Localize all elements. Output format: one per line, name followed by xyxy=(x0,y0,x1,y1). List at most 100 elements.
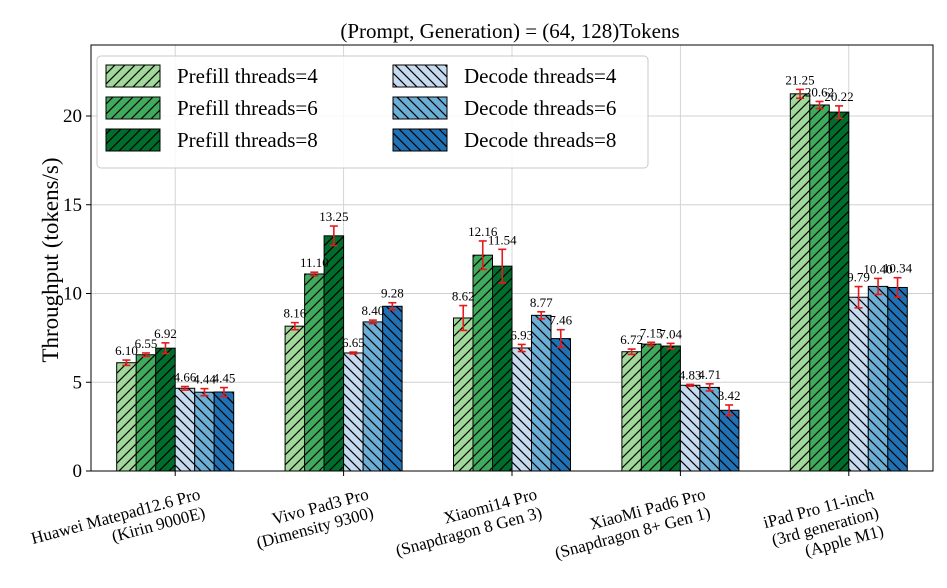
error-bar xyxy=(310,271,319,277)
bar-decode-threads-4-1 xyxy=(174,387,196,472)
bar-hatch xyxy=(887,286,908,472)
bar-hatch xyxy=(453,317,474,472)
value-label: 6.65 xyxy=(342,335,365,350)
error-bar xyxy=(854,285,863,309)
bar-prefill-threads-8-3 xyxy=(492,265,513,472)
bar-hatch xyxy=(382,305,403,472)
value-label: 8.77 xyxy=(530,295,553,310)
value-label: 21.25 xyxy=(785,72,814,87)
plot-frame xyxy=(90,44,934,472)
error-bar xyxy=(874,277,883,296)
bar-prefill-threads-4-4 xyxy=(621,351,642,472)
bar-decode-threads-8-2 xyxy=(382,305,403,472)
bar-hatch xyxy=(789,93,811,472)
bar-hatch xyxy=(472,254,493,472)
bar-prefill-threads-6-2 xyxy=(304,273,325,472)
legend-entry-prefill-threads-6: Prefill threads=6 xyxy=(105,96,318,120)
value-label: 11.10 xyxy=(300,255,329,270)
legend-entry-prefill-threads-4: Prefill threads=4 xyxy=(105,64,318,88)
bar-hatch xyxy=(213,391,235,472)
error-bars xyxy=(122,88,902,417)
y-tick-label: 20 xyxy=(63,106,82,127)
value-label: 4.71 xyxy=(698,367,721,382)
legend-swatch-hatch xyxy=(392,128,448,152)
chart-title: (Prompt, Generation) = (64, 128)Tokens xyxy=(340,19,679,43)
y-tick-label: 0 xyxy=(73,461,83,482)
error-bar xyxy=(556,328,565,349)
value-labels: 6.10 8.16 8.62 6.72 21.25 6.55 11.10 12.16 7.15 2… xyxy=(115,72,913,403)
bar-prefill-threads-8-4 xyxy=(660,345,681,472)
bar-prefill-threads-6-3 xyxy=(472,254,493,472)
error-bar xyxy=(459,304,468,332)
error-bar xyxy=(666,342,675,350)
legend-swatch-hatch xyxy=(105,128,161,152)
error-bar xyxy=(290,321,299,331)
legend-entry-decode-threads-4: Decode threads=4 xyxy=(392,64,617,88)
bar-hatch xyxy=(511,347,532,472)
value-label: 7.04 xyxy=(659,326,682,341)
value-label: 20.62 xyxy=(805,84,834,99)
bar-decode-threads-6-4 xyxy=(699,386,720,472)
error-bar xyxy=(627,348,636,356)
bar-hatch xyxy=(550,338,571,472)
error-bar xyxy=(893,276,902,299)
bar-hatch xyxy=(699,386,720,472)
bar-hatch xyxy=(343,352,364,472)
bar-prefill-threads-4-2 xyxy=(284,325,306,472)
bar-hatch xyxy=(155,347,176,472)
legend-label: Decode threads=8 xyxy=(464,128,616,152)
category-label: Huawei Matepad12.6 Pro(Kirin 9000E) xyxy=(29,485,207,548)
legend-label: Decode threads=4 xyxy=(464,64,617,88)
legend-label: Prefill threads=4 xyxy=(177,64,318,88)
bar-hatch xyxy=(867,285,889,472)
value-label: 8.16 xyxy=(283,306,306,321)
value-label: 6.10 xyxy=(115,343,138,358)
bar-hatch xyxy=(848,296,869,472)
error-bar xyxy=(200,387,209,397)
error-bar xyxy=(122,359,131,367)
value-label: 4.66 xyxy=(174,370,197,385)
bar-prefill-threads-6-1 xyxy=(135,354,157,472)
bar-prefill-threads-4-5 xyxy=(789,93,811,472)
bar-hatch xyxy=(174,387,196,472)
legend-entry-decode-threads-6: Decode threads=6 xyxy=(392,96,616,120)
value-label: 9.79 xyxy=(847,270,870,285)
error-bar xyxy=(835,105,844,120)
value-label: 12.16 xyxy=(468,224,498,239)
error-bar xyxy=(498,248,507,284)
bar-decode-threads-6-2 xyxy=(362,321,384,472)
bar-decode-threads-8-1 xyxy=(213,391,235,472)
legend: Prefill threads=4 Prefill threads=6 Prefil… xyxy=(96,55,649,169)
value-label: 9.28 xyxy=(381,286,404,301)
bar-hatch xyxy=(135,354,157,472)
error-bar xyxy=(725,404,734,417)
value-label: 6.55 xyxy=(135,336,158,351)
error-bar xyxy=(517,343,526,353)
legend-label: Prefill threads=6 xyxy=(177,96,318,120)
bar-hatch xyxy=(718,409,740,472)
bar-decode-threads-6-5 xyxy=(867,285,889,472)
category-label: XiaoMi Pad6 Pro(Snapdragon 8+ Gen 1) xyxy=(553,485,713,563)
value-label: 3.42 xyxy=(718,388,741,403)
bar-hatch xyxy=(531,314,552,472)
value-label: 6.92 xyxy=(154,326,177,341)
bar-hatch xyxy=(304,273,325,472)
bar-hatch xyxy=(492,265,513,472)
bars xyxy=(116,93,908,472)
bar-hatch xyxy=(362,321,384,472)
y-ticks: 0 5 10 15 20 xyxy=(63,106,91,482)
value-label: 11.54 xyxy=(488,232,517,247)
category-label: Vivo Pad3 Pro(Dimensity 9300) xyxy=(254,485,375,553)
value-label: 7.46 xyxy=(549,313,572,328)
bar-hatch xyxy=(660,345,681,472)
error-bar xyxy=(388,301,397,311)
bar-hatch xyxy=(828,111,850,472)
bar-decode-threads-4-3 xyxy=(511,347,532,472)
value-label: 7.15 xyxy=(640,325,663,340)
value-label: 8.62 xyxy=(452,289,475,304)
legend-swatch-hatch xyxy=(105,64,161,88)
error-bar xyxy=(180,385,189,391)
legend-label: Decode threads=6 xyxy=(464,96,616,120)
bar-decode-threads-6-1 xyxy=(194,391,215,472)
